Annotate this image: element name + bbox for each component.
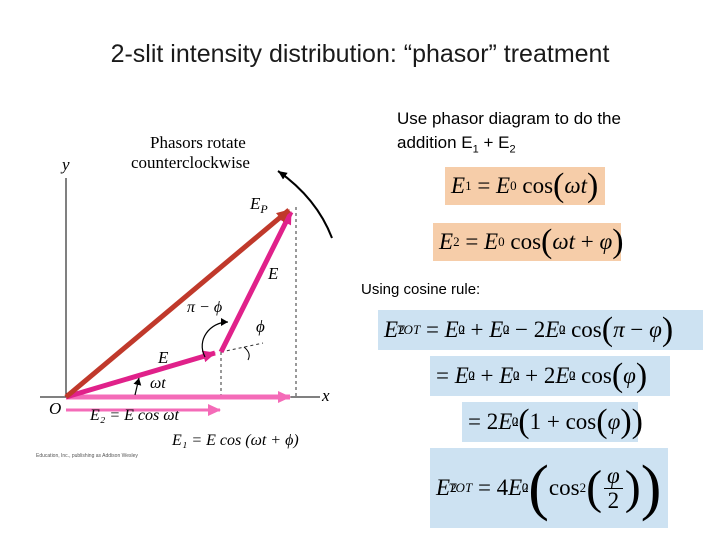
omega-t-label: ωt bbox=[150, 375, 166, 392]
slide-title: 2-slit intensity distribution: “phasor” … bbox=[110, 40, 610, 68]
phi-label: ϕ bbox=[256, 317, 265, 336]
phi-arc bbox=[243, 346, 250, 361]
etot-equation-final: E 2 TOT = 4 E 2 0(cos 2(φ 2)) bbox=[430, 448, 668, 528]
y-axis-label: y bbox=[60, 155, 70, 174]
cosine-rule-label: Using cosine rule: bbox=[361, 281, 481, 298]
note-line2: addition E1 + E2 bbox=[397, 133, 516, 156]
rotation-arrow bbox=[277, 170, 333, 239]
result-phasor bbox=[64, 208, 291, 399]
e-left-label: E bbox=[157, 348, 169, 367]
pi-minus-phi-label: π − ϕ bbox=[187, 299, 222, 316]
rotate-label-line1: Phasors rotate bbox=[150, 133, 246, 152]
omega-t-arc bbox=[133, 377, 142, 396]
phasor-note: Use phasor diagram to do the addition E1… bbox=[397, 107, 697, 161]
e1-phasor bbox=[65, 350, 216, 400]
note-line1: Use phasor diagram to do the bbox=[397, 109, 621, 128]
ep-label: EP bbox=[249, 194, 268, 216]
e-right-label: E bbox=[267, 264, 279, 283]
pi-minus-phi-arc bbox=[201, 318, 229, 358]
e2-label: E₂ = E cos ωt bbox=[89, 407, 180, 424]
rotate-label-line2: counterclockwise bbox=[131, 153, 250, 172]
x-axis-label: x bbox=[321, 386, 330, 405]
figure-credit: Education, Inc., publishing as Addison W… bbox=[36, 453, 138, 459]
e1-label: E₁ = E cos (ωt + ϕ) bbox=[171, 432, 299, 449]
guide-extension bbox=[220, 342, 264, 353]
e-right-phasor bbox=[218, 210, 294, 354]
etot-equation-step3: = 2 E 2 0(1 + cos(φ)) bbox=[462, 402, 643, 442]
origin-label: O bbox=[49, 399, 61, 418]
